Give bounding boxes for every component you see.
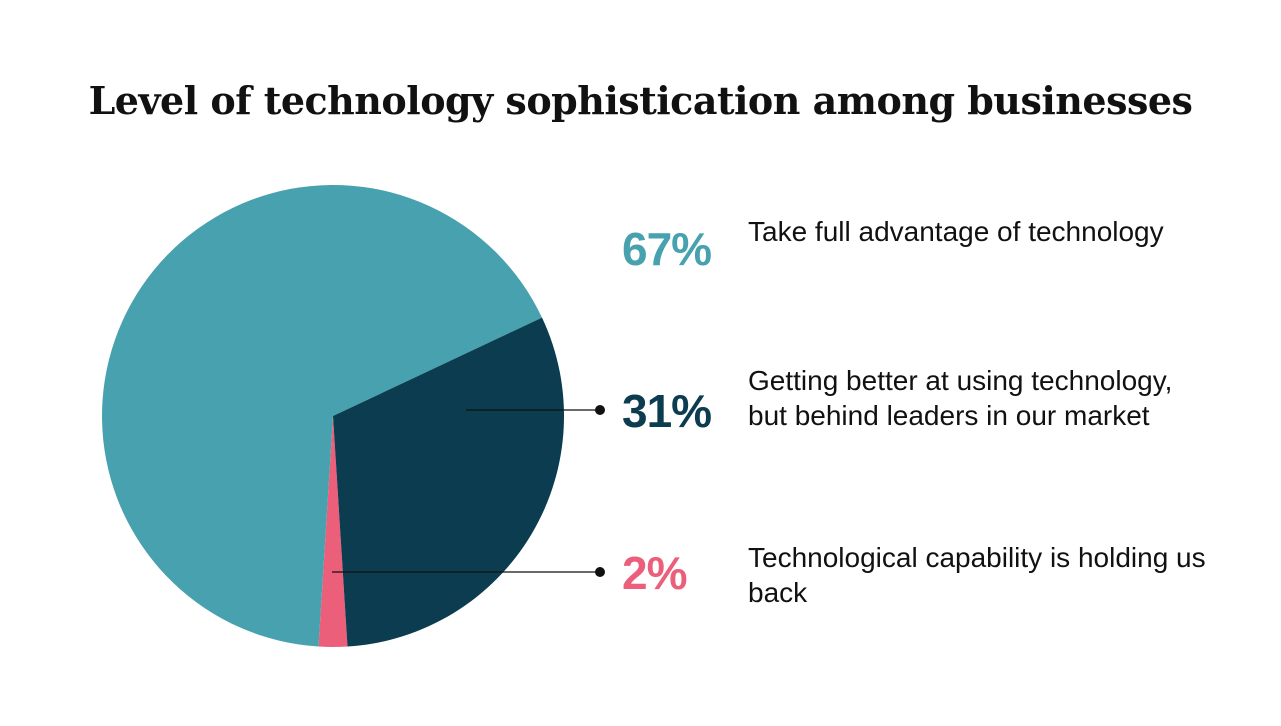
slice-percent-label: 2% <box>622 547 687 599</box>
slice-percent-label: 67% <box>622 223 712 275</box>
pie-slice <box>102 184 543 647</box>
pie-slice <box>318 416 348 648</box>
slice-description: Take full advantage of technology <box>748 216 1164 247</box>
chart-title: Level of technology sophistication among… <box>88 78 1193 123</box>
leader-lines <box>332 405 605 577</box>
pie-slices <box>102 184 564 648</box>
leader-dot <box>595 405 605 415</box>
slice-percent-label: 31% <box>622 385 712 437</box>
pie-slice <box>333 317 564 647</box>
leader-dot <box>595 567 605 577</box>
slice-description: Getting better at using technology, but … <box>748 365 1173 431</box>
slice-description: Technological capability is holding us b… <box>748 542 1206 608</box>
